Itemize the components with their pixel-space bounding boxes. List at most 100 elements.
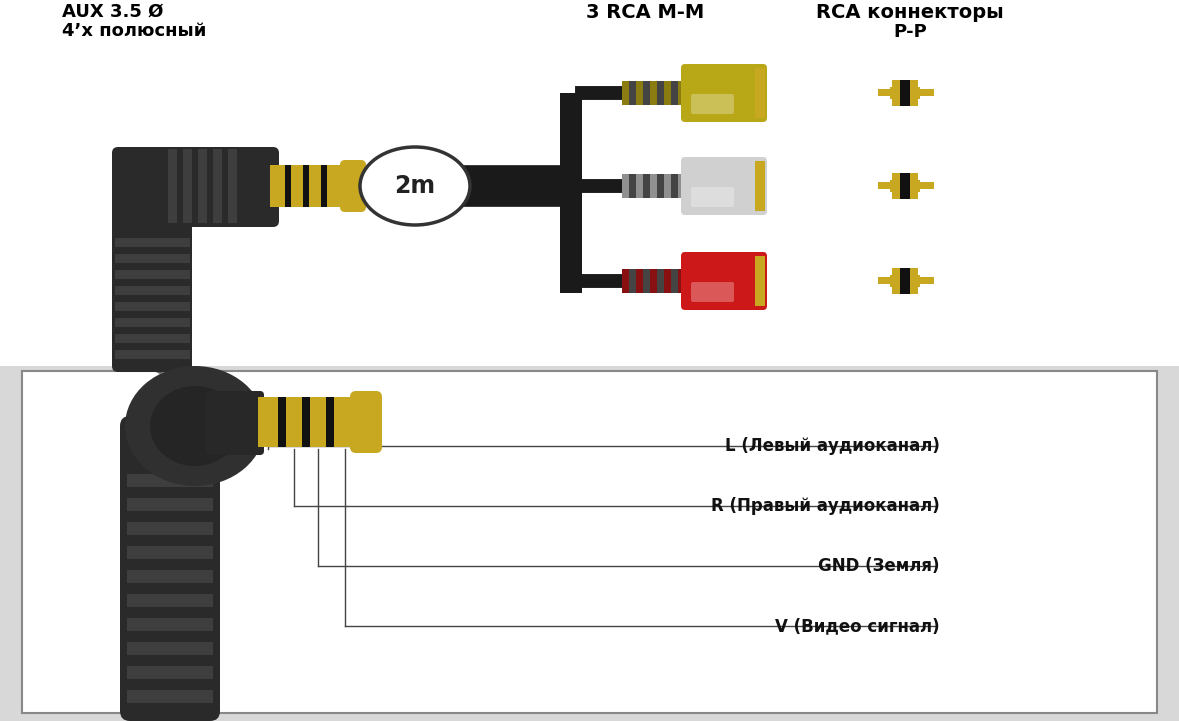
Bar: [657, 174, 664, 198]
Bar: [878, 182, 893, 189]
Text: R (Правый аудиоканал): R (Правый аудиоканал): [711, 497, 940, 515]
Bar: [334, 397, 356, 447]
Bar: [127, 522, 213, 535]
Text: RCA коннекторы: RCA коннекторы: [816, 3, 1003, 22]
Text: 4’x полюсный: 4’x полюсный: [62, 22, 206, 40]
FancyBboxPatch shape: [120, 416, 220, 721]
Bar: [213, 149, 222, 223]
FancyBboxPatch shape: [340, 160, 365, 212]
Bar: [664, 81, 671, 105]
Bar: [127, 498, 213, 511]
Bar: [893, 80, 900, 106]
Bar: [635, 174, 643, 198]
Bar: [920, 182, 934, 189]
Bar: [755, 256, 765, 306]
FancyBboxPatch shape: [681, 64, 768, 122]
Text: Р-Р: Р-Р: [894, 23, 927, 41]
Bar: [650, 81, 657, 105]
Bar: [893, 268, 900, 294]
Bar: [671, 269, 678, 293]
Bar: [127, 570, 213, 583]
Bar: [0, 0, 1179, 366]
Text: AUX 3.5 Ø: AUX 3.5 Ø: [62, 3, 164, 21]
Bar: [910, 80, 918, 106]
Text: 2m: 2m: [395, 174, 435, 198]
Bar: [302, 397, 310, 447]
Bar: [664, 269, 671, 293]
Bar: [183, 149, 192, 223]
Bar: [127, 618, 213, 631]
Bar: [327, 397, 334, 447]
Bar: [167, 149, 177, 223]
Bar: [635, 269, 643, 293]
Bar: [920, 277, 934, 284]
Bar: [116, 334, 190, 343]
Bar: [127, 546, 213, 559]
Bar: [755, 68, 765, 118]
Bar: [910, 173, 918, 199]
Bar: [878, 277, 893, 284]
Bar: [657, 269, 664, 293]
Bar: [630, 174, 635, 198]
Text: GND (Земля): GND (Земля): [818, 557, 940, 575]
Bar: [623, 81, 630, 105]
Bar: [291, 165, 303, 207]
Bar: [664, 174, 671, 198]
Text: V (Видео сигнал): V (Видео сигнал): [776, 617, 940, 635]
Bar: [916, 87, 920, 99]
Bar: [916, 180, 920, 192]
Bar: [893, 173, 918, 199]
Bar: [560, 93, 582, 293]
Bar: [116, 302, 190, 311]
FancyBboxPatch shape: [681, 157, 768, 215]
Bar: [285, 165, 291, 207]
FancyBboxPatch shape: [206, 391, 264, 455]
Bar: [118, 153, 193, 221]
Bar: [643, 81, 650, 105]
Bar: [127, 474, 213, 487]
Bar: [657, 81, 664, 105]
Bar: [678, 81, 685, 105]
Bar: [893, 80, 918, 106]
Bar: [309, 165, 321, 207]
Bar: [678, 269, 685, 293]
Bar: [310, 397, 327, 447]
Bar: [127, 642, 213, 655]
Bar: [630, 81, 635, 105]
Bar: [303, 165, 309, 207]
Ellipse shape: [150, 386, 241, 466]
Bar: [116, 270, 190, 279]
Bar: [910, 268, 918, 294]
Circle shape: [347, 167, 386, 205]
Bar: [878, 89, 893, 96]
Bar: [893, 173, 900, 199]
Bar: [916, 275, 920, 287]
Bar: [116, 286, 190, 295]
Bar: [650, 269, 657, 293]
Bar: [643, 269, 650, 293]
Bar: [286, 397, 302, 447]
Bar: [671, 174, 678, 198]
Bar: [321, 165, 327, 207]
Ellipse shape: [360, 147, 470, 225]
FancyBboxPatch shape: [691, 187, 735, 207]
FancyBboxPatch shape: [691, 94, 735, 114]
Bar: [671, 81, 678, 105]
FancyBboxPatch shape: [681, 252, 768, 310]
Bar: [127, 690, 213, 703]
Bar: [198, 149, 208, 223]
Bar: [890, 87, 894, 99]
Text: L (Левый аудиоканал): L (Левый аудиоканал): [725, 437, 940, 455]
Bar: [127, 666, 213, 679]
Bar: [755, 161, 765, 211]
Bar: [270, 165, 285, 207]
Text: 3 RCA M-M: 3 RCA M-M: [586, 3, 704, 22]
Bar: [623, 174, 630, 198]
Bar: [678, 174, 685, 198]
FancyBboxPatch shape: [112, 147, 279, 227]
Bar: [643, 174, 650, 198]
Bar: [327, 165, 345, 207]
Bar: [116, 318, 190, 327]
Bar: [258, 397, 278, 447]
Bar: [116, 238, 190, 247]
